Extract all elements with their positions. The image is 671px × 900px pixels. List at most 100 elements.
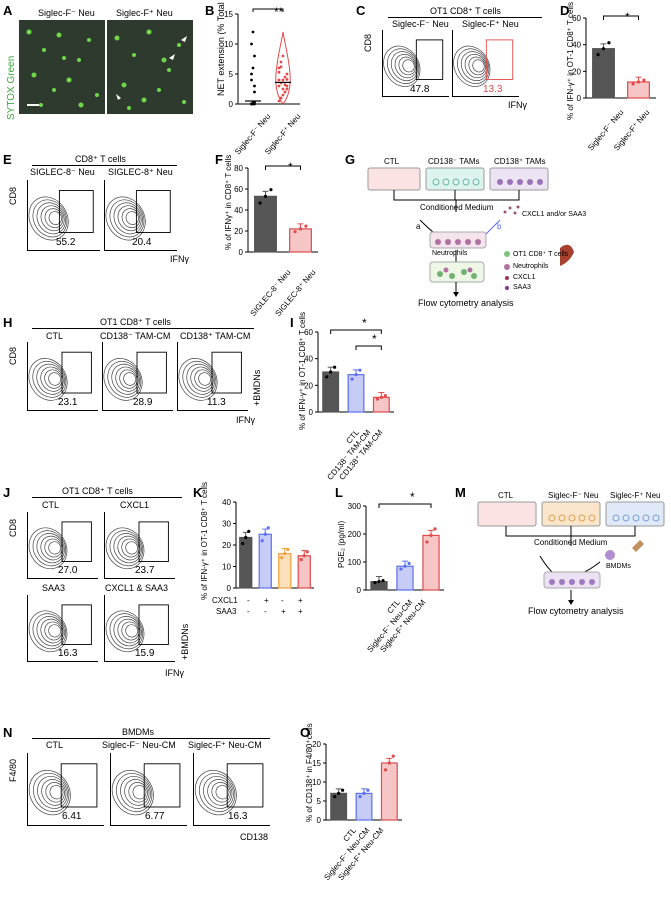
flow-j-value-0: 27.0 [58,565,78,576]
chart-k-point-3-0 [299,558,303,562]
flow-n-plot-2 [193,753,270,826]
contour-n0-1 [32,773,70,813]
chart-k-cxcl1-0: - [247,596,250,605]
panel-label-g: G [345,152,356,167]
chart-b-dot0-13 [251,102,255,105]
schematic-g-legend-3: SAA3 [513,284,531,291]
contour-h1-4 [119,369,138,389]
contour-n2-5 [215,785,230,800]
contour-j3-0 [105,610,145,653]
chart-i-bracket [330,329,382,334]
chart-l-point-0-0 [373,581,377,585]
contour-j0-1 [32,530,67,567]
schematic-g-addition: CXCL1 and/or SAA3 [522,211,587,218]
contour-e1-5 [125,211,139,225]
panel-label-h: H [3,315,13,330]
chart-k-point-1-0 [260,539,264,543]
contour-e1-1 [109,199,145,238]
chart-b-ticklabel-0: 0 [229,100,234,109]
chart-f-ticklabel-1: 20 [234,227,243,236]
chart-b-dot1-15 [277,78,281,82]
flow-c-title-0: Siglec-F⁻ Neu [392,19,449,29]
chart-i-point-0-0 [325,375,329,379]
chart-f-point-0-0 [258,201,262,205]
panel-label-a: A [3,3,13,18]
contour-j0-0 [28,527,68,570]
contour-h0-3 [40,366,64,392]
chart-o-ticklabel-4: 20 [312,740,321,749]
flow-c-value-1: 13.3 [483,84,503,95]
flow-j-xaxis: IFNγ [165,668,184,678]
flow-j-plot-2 [27,595,98,662]
chart-b-dot1-13 [283,90,287,94]
contour-h2-0 [178,358,218,401]
contour-h2-1 [182,360,217,398]
schematic-g-flow: Flow cytometry analysis [418,298,514,308]
microscopy-title-neg: Siglec-F⁻ Neu [38,8,95,18]
chart-b-sig-bracket [252,8,284,12]
contour-n0-4 [45,782,65,803]
chart-k-point-0-2 [247,529,251,534]
chart-l-point-1-2 [407,561,411,565]
flow-c-group-title: OT1 CD8⁺ T cells [430,6,501,16]
schematic-m-dish-0: CTL [498,491,514,500]
chart-f-point-1-1 [298,227,303,231]
chart-b-dot0-8 [253,54,256,58]
chart-b-sig: ** [274,5,284,19]
schematic-g-arrow-a: a [416,222,421,231]
contour-n2-0 [194,769,237,816]
chart-l-point-2-2 [433,527,437,531]
chart-d-point-1-1 [636,80,641,84]
chart-b-dot1-19 [285,78,289,81]
chart-i-point-1-2 [358,368,362,372]
chart-k-point-1-2 [266,526,270,530]
flow-j-title-2: SAA3 [42,583,66,593]
microscopy-title-pos: Siglec-F⁺ Neu [116,8,173,18]
flow-c-value-0: 47.8 [410,84,430,95]
contour-n1-4 [128,782,148,803]
flow-n-value-2: 16.3 [228,811,248,822]
chart-k-cxcl1-1: + [264,596,269,605]
chart-b-dot1-18 [283,83,287,87]
chart-b-dot0-5 [253,90,256,94]
chart-f-point-1-2 [304,224,308,228]
flow-j-plot-1 [104,512,175,579]
chart-o-ticklabel-3: 15 [312,759,321,768]
contour-h0-1 [32,360,67,398]
chart-f-bracket [265,165,301,170]
chart-d-point-0-1 [601,47,606,51]
gate-h2 [211,351,242,394]
flow-c-xaxis: IFNγ [508,100,527,110]
contour-n2-1 [198,773,236,813]
chart-o-point-1-1 [362,791,366,796]
contour-j3-1 [109,613,144,650]
contour-j2-0 [28,610,68,653]
chart-b-dot0-6 [250,78,253,82]
flow-n-group-title: BMDMs [122,727,154,737]
chart-l-point-2-0 [425,540,429,544]
contour-h1-3 [115,366,139,392]
flow-h-title-2: CD138⁺ TAM-CM [180,331,251,341]
chart-o-point-0-2 [340,788,345,792]
chart-l-ticklabel-0: 0 [357,586,362,595]
chart-b-dot1-4 [285,87,289,91]
contour-n0-3 [41,779,67,806]
chart-k-saa3-0: - [247,607,250,616]
chart-k-saa3-2: + [281,607,286,616]
chart-d-ticklabel-0: 0 [577,94,582,103]
schematic-g-legend-0: OT1 CD8⁺ T cells [513,251,569,258]
flow-n-title-1: Siglec-F⁻ Neu-CM [102,740,176,750]
chart-b-dot1-9 [285,72,289,76]
flow-h-title-1: CD138⁻ TAM-CM [100,331,171,341]
chart-k-point-2-0 [280,556,284,560]
chart-o-point-0-0 [333,794,337,799]
chart-b-ticklabel-2: 10 [224,40,233,49]
chart-o-ticklabel-0: 0 [317,816,322,825]
chart-k-point-3-2 [305,550,309,554]
chart-d-ticklabel-2: 40 [572,41,581,50]
flow-j-group-title: OT1 CD8⁺ T cells [62,486,133,496]
chart-f-ticklabel-0: 0 [239,248,244,257]
